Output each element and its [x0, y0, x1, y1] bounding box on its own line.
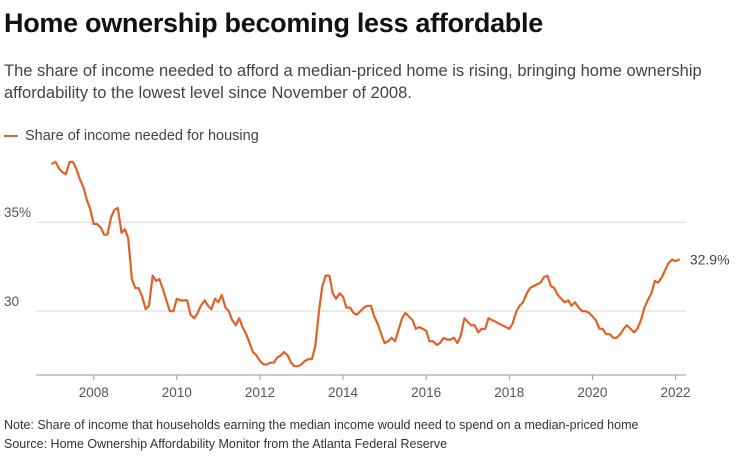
x-tick-label: 2022 — [661, 385, 691, 400]
line-chart: 35% 30 2008 2010 2012 2014 2016 2018 2020 2022 32.… — [4, 160, 730, 400]
legend-swatch — [4, 135, 18, 137]
x-tick-label: 2012 — [245, 385, 275, 400]
x-tick-label: 2008 — [79, 385, 109, 400]
y-tick-label: 35% — [4, 205, 31, 220]
chart-source: Source: Home Ownership Affordability Mon… — [4, 437, 448, 451]
series-line-0 — [51, 160, 680, 368]
chart-subtitle: The share of income needed to afford a m… — [4, 62, 702, 102]
legend: Share of income needed for housing — [4, 128, 259, 144]
chart-note: Note: Share of income that households ea… — [4, 418, 639, 432]
chart-title: Home ownership becoming less affordable — [4, 8, 543, 38]
y-tick-label: 30 — [4, 294, 19, 309]
x-tick-label: 2016 — [411, 385, 441, 400]
end-value-label: 32.9% — [690, 252, 730, 268]
x-tick-label: 2020 — [577, 385, 607, 400]
x-tick-label: 2018 — [494, 385, 524, 400]
x-tick-label: 2010 — [162, 385, 192, 400]
x-tick-label: 2014 — [328, 385, 359, 400]
legend-label: Share of income needed for housing — [25, 128, 259, 144]
